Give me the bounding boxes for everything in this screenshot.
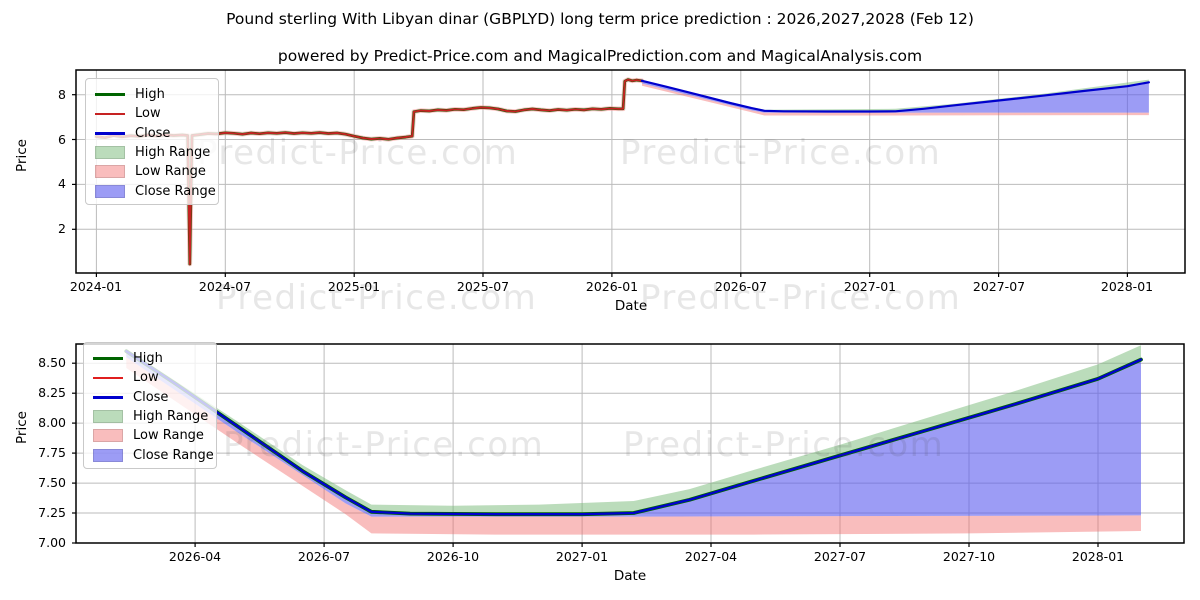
chart-subtitle: powered by Predict-Price.com and Magical… (277, 47, 923, 65)
legend-label: Low (133, 370, 159, 386)
legend-patch-swatch (93, 429, 123, 443)
legend-label: High Range (135, 145, 211, 161)
y-axis-label: Price (14, 139, 30, 172)
legend-item: Close Range (95, 181, 216, 200)
legend-item: Low (93, 368, 208, 387)
legend-item: High (95, 85, 210, 104)
y-tick-label: 8.25 (38, 385, 66, 400)
legend-item: Low Range (93, 426, 208, 445)
x-tick-label: 2026-10 (426, 549, 480, 564)
y-tick-label: 2 (58, 221, 66, 236)
x-tick-label: 2027-01 (555, 549, 609, 564)
legend-label: Close (133, 389, 169, 405)
x-tick-label: 2024-07 (198, 279, 252, 294)
legend-item: High Range (95, 143, 210, 162)
x-tick-label: 2027-10 (942, 549, 996, 564)
legend-line-swatch (95, 112, 125, 116)
legend-line-swatch (93, 376, 123, 380)
y-tick-label: 8.00 (38, 415, 66, 430)
x-axis-label: Date (614, 298, 648, 314)
legend-label: Low Range (133, 428, 204, 444)
x-tick-label: 2026-04 (168, 549, 222, 564)
legend-item: Low Range (95, 162, 210, 181)
price-line (640, 79, 1151, 113)
legend-label: Close Range (133, 447, 214, 463)
y-tick-label: 4 (58, 176, 66, 191)
legend-label: Low (135, 106, 161, 122)
x-tick-label: 2027-04 (684, 549, 738, 564)
legend-item: Low (95, 104, 210, 123)
x-tick-label: 2024-01 (69, 279, 123, 294)
price-line (95, 78, 643, 265)
y-axis-label: Price (14, 411, 30, 444)
legend-label: High (133, 351, 163, 367)
range-band (126, 357, 1142, 535)
legend-label: High (135, 87, 165, 103)
y-tick-label: 7.75 (38, 445, 66, 460)
chart-title: Pound sterling With Libyan dinar (GBPLYD… (226, 10, 974, 28)
x-tick-label: 2028-01 (1071, 549, 1125, 564)
legend-patch-swatch (93, 410, 123, 424)
legend-label: Close (135, 125, 171, 141)
axes-border (75, 343, 1185, 544)
legend-line-swatch (95, 93, 125, 96)
x-axis-label: Date (613, 568, 647, 584)
legend-patch-swatch (93, 448, 123, 462)
axes-border (75, 69, 1186, 274)
y-tick-label: 8.50 (38, 355, 66, 370)
legend-label: Close Range (135, 183, 216, 199)
legend-patch-swatch (95, 165, 125, 179)
legend: High Low Close High Range Low Range Close Ran… (83, 342, 217, 469)
x-tick-label: 2026-07 (297, 549, 351, 564)
legend-line-swatch (93, 395, 123, 399)
x-tick-label: 2028-01 (1100, 279, 1154, 294)
legend-line-swatch (93, 357, 123, 360)
x-tick-label: 2025-07 (456, 279, 510, 294)
y-tick-label: 8 (58, 87, 66, 102)
range-band (642, 80, 1149, 113)
legend-item: Close (93, 388, 208, 407)
legend-label: High Range (133, 409, 209, 425)
legend-item: Close Range (93, 445, 214, 464)
legend-line-swatch (95, 131, 125, 135)
legend: High Low Close High Range Low Range Close Ran… (85, 78, 219, 205)
legend-label: Low Range (135, 164, 206, 180)
x-tick-label: 2026-07 (714, 279, 768, 294)
y-tick-label: 6 (58, 132, 66, 147)
y-tick-label: 7.00 (38, 535, 66, 550)
legend-item: Close (95, 124, 210, 143)
x-tick-label: 2026-01 (585, 279, 639, 294)
y-tick-label: 7.50 (38, 475, 66, 490)
x-tick-label: 2027-07 (813, 549, 867, 564)
x-tick-label: 2027-01 (843, 279, 897, 294)
legend-item: High Range (93, 407, 208, 426)
x-tick-label: 2027-07 (972, 279, 1026, 294)
y-tick-label: 7.25 (38, 505, 66, 520)
x-tick-label: 2025-01 (327, 279, 381, 294)
legend-patch-swatch (95, 184, 125, 198)
legend-patch-swatch (95, 146, 125, 160)
range-band (126, 351, 1142, 517)
price-line (125, 350, 1143, 516)
legend-item: High (93, 349, 208, 368)
